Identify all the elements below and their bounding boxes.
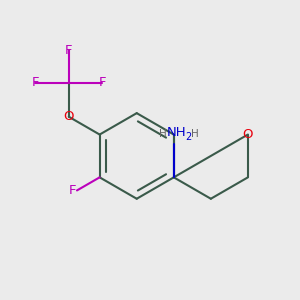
Text: O: O bbox=[243, 128, 253, 141]
Text: H: H bbox=[191, 129, 199, 139]
Text: F: F bbox=[98, 76, 106, 89]
Text: 2: 2 bbox=[185, 132, 191, 142]
Text: F: F bbox=[68, 184, 76, 197]
Text: O: O bbox=[64, 110, 74, 123]
Text: F: F bbox=[32, 76, 39, 89]
Text: NH: NH bbox=[166, 126, 186, 139]
Text: F: F bbox=[65, 44, 73, 57]
Text: H: H bbox=[159, 129, 167, 139]
